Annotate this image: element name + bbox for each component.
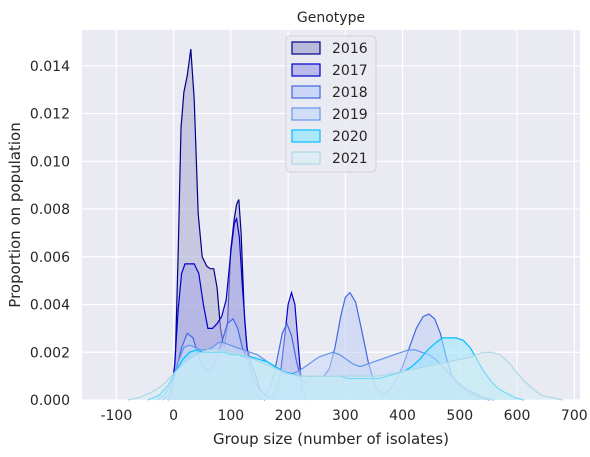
y-tick-label-6: 0.012 [30,107,70,123]
y-tick-label-4: 0.008 [30,202,70,218]
chart-title: Genotype [297,10,365,26]
density-areas [127,49,563,401]
area-line-2016 [167,49,266,401]
legend: 2016 2017 2018 2019 2020 2021 [285,35,377,173]
x-axis-label: Group size (number of isolates) [213,430,449,448]
x-tick-label-4: 300 [332,408,359,424]
x-tick-label-1: 0 [169,408,178,424]
x-axis-ticks: -100 0 100 200 300 400 500 600 700 [100,408,587,424]
y-tick-label-0: 0.000 [30,393,70,409]
legend-label-2016: 2016 [332,41,368,57]
legend-swatch-2018 [291,85,321,99]
legend-swatch-2017 [291,63,321,77]
x-tick-label-3: 200 [275,408,302,424]
y-axis-label: Proportion on population [6,122,24,307]
legend-swatch-2020 [291,129,321,143]
legend-label-2021: 2021 [332,151,368,167]
legend-label-2018: 2018 [332,85,368,101]
x-tick-label-0: -100 [100,408,132,424]
y-tick-label-3: 0.006 [30,250,70,266]
legend-label-2019: 2019 [332,107,368,123]
legend-label-2017: 2017 [332,63,368,79]
x-tick-label-8: 700 [561,408,588,424]
y-tick-label-1: 0.002 [30,345,70,361]
x-tick-label-2: 100 [217,408,244,424]
y-tick-label-2: 0.004 [30,298,70,314]
x-tick-label-5: 400 [389,408,416,424]
y-axis-ticks: 0.000 0.002 0.004 0.006 0.008 0.010 0.012 0.014 [30,59,70,409]
legend-label-2020: 2020 [332,129,368,145]
x-tick-label-7: 600 [504,408,531,424]
legend-swatch-2016 [291,41,321,55]
legend-swatch-2019 [291,107,321,121]
y-tick-label-5: 0.010 [30,154,70,170]
area-line-2021 [127,349,563,401]
x-tick-label-6: 500 [446,408,473,424]
y-tick-label-7: 0.014 [30,59,70,75]
area-fill-2021 [127,349,563,400]
legend-swatch-2021 [291,151,321,165]
